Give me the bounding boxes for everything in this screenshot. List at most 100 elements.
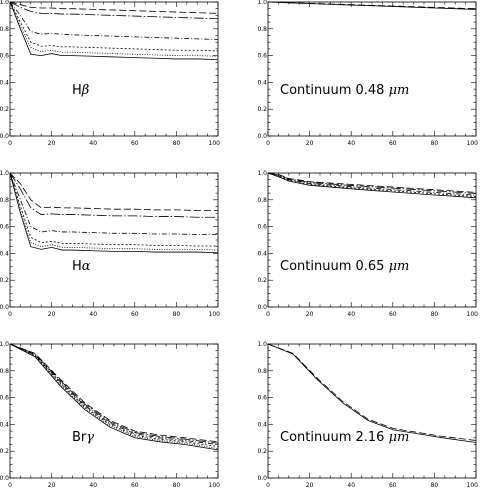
x-tick-label: 60: [131, 311, 139, 318]
y-tick-label: 0.6: [0, 53, 9, 60]
series-line-3: [267, 172, 477, 196]
panel-top-right: 0 20 40 60 80 100 0.0 0.2 0.4 0.6 0.8 1.0 Continuum …: [257, 0, 478, 147]
panel-label-greek: μm: [389, 259, 410, 274]
x-tick-label: 40: [89, 311, 97, 318]
x-tick-label: 20: [306, 140, 314, 147]
y-tick-label: 0.8: [0, 26, 9, 33]
y-tick-label: 0.8: [257, 197, 267, 204]
x-tick-label: 40: [89, 140, 97, 147]
series-line-5: [267, 172, 477, 199]
series-line-1: [9, 1, 219, 14]
panel-bottom-right: 0 20 40 60 80 100 0.0 0.2 0.4 0.6 0.8 1.0 Continuum …: [257, 341, 478, 489]
panel-label-text: Continuum 0.48: [280, 83, 389, 98]
x-tick-label: 40: [347, 311, 355, 318]
y-tick-label: 0.4: [0, 250, 9, 257]
plot-frame: [267, 1, 477, 137]
y-tick-label: 1.0: [257, 170, 267, 177]
series-line-3: [9, 343, 219, 445]
x-tick-label: 60: [131, 140, 139, 147]
y-tick-label: 1.0: [0, 341, 9, 348]
panel-label-greek: β: [81, 83, 90, 98]
y-tick-label: 0.4: [257, 79, 267, 86]
y-tick-label: 0.8: [0, 368, 9, 375]
y-tick-label: 0.6: [257, 224, 267, 231]
series-line-5: [9, 172, 219, 251]
y-tick-label: 0.0: [0, 133, 9, 140]
x-tick-label: 60: [389, 140, 397, 147]
panel-label-text: Continuum 0.65: [280, 259, 389, 274]
series-line-1: [267, 343, 477, 441]
y-tick-label: 0.6: [0, 395, 9, 402]
x-tick-label: 40: [347, 482, 355, 489]
panel-middle-right: 0 20 40 60 80 100 0.0 0.2 0.4 0.6 0.8 1.0 Continuum …: [257, 170, 478, 318]
series-line-1: [9, 172, 218, 211]
y-tick-label: 0.2: [257, 448, 267, 455]
y-tick-label: 0.6: [257, 395, 267, 402]
x-tick-label: 80: [431, 140, 439, 147]
series-line-4: [9, 172, 218, 247]
panel-label: Hβ: [72, 83, 89, 98]
y-tick-label: 0.4: [0, 421, 9, 428]
panel-label-text: H: [72, 259, 82, 274]
y-tick-label: 0.8: [0, 197, 9, 204]
y-tick-label: 1.0: [257, 341, 267, 348]
x-tick-label: 60: [131, 482, 139, 489]
series-line-2: [9, 172, 218, 218]
panel-bottom-left: 0 20 40 60 80 100 0.0 0.2 0.4 0.6 0.8 1.0 Brγ: [0, 341, 220, 489]
x-tick-label: 80: [173, 482, 181, 489]
x-tick-label: 0: [8, 482, 12, 489]
series-line-2: [9, 343, 219, 444]
x-tick-label: 80: [431, 311, 439, 318]
series-line-1: [267, 172, 477, 193]
y-tick-label: 0.0: [257, 304, 267, 311]
series-line-6: [9, 172, 219, 254]
x-tick-label: 100: [467, 140, 479, 147]
x-tick-label: 20: [48, 311, 56, 318]
plot-frame: [9, 172, 219, 308]
panel-label: Continuum 2.16 μm: [280, 430, 409, 445]
y-tick-label: 0.0: [0, 475, 9, 482]
x-tick-label: 0: [266, 311, 270, 318]
y-tick-label: 0.8: [257, 368, 267, 375]
panel-label-text: H: [72, 83, 82, 98]
y-tick-label: 0.2: [257, 277, 267, 284]
y-tick-label: 1.0: [257, 0, 267, 6]
panel-label: Hα: [72, 259, 91, 274]
y-tick-label: 0.2: [0, 106, 9, 113]
panel-label-greek: α: [82, 259, 91, 274]
x-tick-label: 100: [467, 311, 479, 318]
series-line-6: [9, 343, 219, 451]
x-tick-label: 60: [389, 311, 397, 318]
panel-label: Continuum 0.48 μm: [280, 83, 409, 98]
x-tick-label: 80: [173, 140, 181, 147]
x-tick-label: 0: [8, 311, 12, 318]
y-tick-label: 0.4: [257, 250, 267, 257]
series-line-3: [9, 172, 218, 236]
series-line-2: [267, 172, 477, 194]
y-tick-label: 0.4: [257, 421, 267, 428]
y-tick-label: 0.6: [257, 53, 267, 60]
panel-label: Continuum 0.65 μm: [280, 259, 409, 274]
x-tick-label: 20: [48, 482, 56, 489]
x-tick-label: 20: [306, 311, 314, 318]
panel-label: Brγ: [72, 430, 94, 445]
panel-middle-left: 0 20 40 60 80 100 0.0 0.2 0.4 0.6 0.8 1.0 Hα: [0, 170, 220, 318]
series-line-2: [9, 1, 219, 20]
plot-frame: [267, 343, 477, 479]
x-tick-label: 0: [266, 140, 270, 147]
x-tick-label: 100: [209, 311, 221, 318]
panel-label-text: Continuum 2.16: [280, 430, 389, 445]
panel-top-left: 0 20 40 60 80 100 0.0 0.2 0.4 0.6 0.8 1.0 Hβ: [0, 0, 220, 147]
series-line-4: [267, 172, 477, 197]
x-tick-label: 100: [209, 140, 221, 147]
x-tick-label: 100: [467, 482, 479, 489]
x-tick-label: 40: [89, 482, 97, 489]
y-tick-label: 0.0: [257, 475, 267, 482]
x-tick-label: 0: [266, 482, 270, 489]
y-tick-label: 1.0: [0, 0, 9, 6]
y-tick-label: 0.2: [0, 277, 9, 284]
panel-label-greek: μm: [389, 430, 410, 445]
y-tick-label: 0.2: [257, 106, 267, 113]
y-tick-label: 0.2: [0, 448, 9, 455]
